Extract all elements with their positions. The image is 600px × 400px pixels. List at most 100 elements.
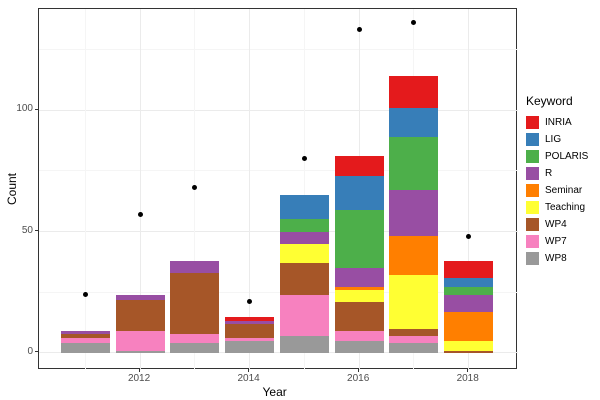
legend-row-r: R [526,165,588,182]
legend-label: WP8 [545,253,567,264]
legend-key-swatch [526,133,539,146]
bar-segment-wp7 [334,331,384,341]
legend-label: Seminar [545,185,583,196]
x-tick-mark [138,369,140,372]
legend-title: Keyword [526,94,573,108]
bar-segment-wp7 [170,333,220,344]
legend-label: Teaching [545,202,586,213]
bar-segment-wp4 [115,299,165,332]
legend-row-wp8: WP8 [526,250,588,267]
y-tick-mark [35,230,38,232]
legend-key-swatch [526,116,539,129]
data-point [466,233,472,239]
gridline-major-x [249,9,251,370]
data-point [247,299,253,305]
legend-row-lig: LIG [526,131,588,148]
x-tick-label: 2014 [237,373,260,384]
bar-segment-polaris [279,219,329,232]
legend-label: INRIA [545,117,572,128]
bar-segment-r [444,294,494,312]
bar-segment-wp8 [334,340,384,353]
x-tick-label: 2012 [127,373,151,384]
bar-segment-lig [444,277,494,288]
bar-segment-seminar [389,236,439,276]
bar-segment-lig [389,107,439,137]
bar-segment-r [225,321,275,324]
bar-segment-wp7 [279,294,329,336]
data-point [301,156,307,162]
data-point [356,27,362,33]
data-point [411,20,417,26]
legend-key-swatch [526,218,539,231]
y-tick-label: 50 [21,224,33,236]
bar-segment-wp4 [389,328,439,336]
legend-key-swatch [526,201,539,214]
legend-key-swatch [526,235,539,248]
bar-segment-wp8 [279,335,329,353]
x-tick-label: 2018 [456,373,479,384]
x-tick-mark [248,369,250,372]
legend-key-swatch [526,150,539,163]
bar-segment-lig [334,175,384,210]
legend-label: R [545,168,553,179]
y-axis-title: Count [5,172,20,205]
bar-segment-wp7 [115,331,165,351]
bar-segment-wp8 [225,340,275,353]
bar-segment-r [279,231,329,244]
x-axis-title: Year [262,385,287,399]
bar-segment-teaching [279,243,329,264]
bar-segment-seminar [334,287,384,290]
legend-label: LIG [545,134,562,145]
legend: Keyword INRIA LIG POLARIS R Seminar Teaching W… [526,94,588,267]
gridline-major-x [468,9,470,370]
plot-panel [38,8,518,370]
y-tick-label: 100 [16,103,33,115]
bar-segment-teaching [389,275,439,329]
x-tick-label: 2016 [347,373,370,384]
bar-segment-wp4 [334,301,384,332]
x-tick-mark [357,369,359,372]
legend-key-swatch [526,184,539,197]
bar-segment-wp8 [60,343,110,353]
gridline-minor-x [303,9,305,370]
bar-segment-polaris [389,136,439,191]
bar-segment-wp4 [170,272,220,334]
bar-segment-wp4 [60,333,110,339]
bar-segment-wp4 [444,350,494,353]
bar-segment-lig [279,195,329,220]
legend-row-polaris: POLARIS [526,148,588,165]
legend-row-wp7: WP7 [526,233,588,250]
legend-entries: INRIA LIG POLARIS R Seminar Teaching WP4 WP7 WP8 [526,114,588,267]
bar-segment-r [170,260,220,273]
legend-label: POLARIS [545,151,589,162]
bar-segment-r [334,267,384,288]
bar-segment-inria [444,260,494,278]
bar-segment-seminar [444,311,494,341]
bar-segment-wp7 [60,338,110,344]
legend-label: WP7 [545,236,567,247]
bar-segment-polaris [444,287,494,295]
bar-segment-wp8 [170,343,220,353]
gridline-minor-x [84,9,86,370]
gridline-major-x [139,9,141,370]
bar-segment-wp7 [389,335,439,344]
bar-segment-r [389,190,439,237]
bar-segment-r [60,331,110,334]
legend-row-inria: INRIA [526,114,588,131]
legend-row-teaching: Teaching [526,199,588,216]
gridline-major-y [39,109,518,111]
x-tick-mark [467,369,469,372]
bar-segment-teaching [444,340,494,351]
data-point [192,185,198,191]
bar-segment-inria [225,316,275,322]
legend-row-wp4: WP4 [526,216,588,233]
legend-key-swatch [526,167,539,180]
gridline-minor-y [39,48,518,50]
gridline-minor-y [39,170,518,172]
bar-segment-wp8 [389,343,439,353]
bar-segment-inria [334,156,384,176]
bar-segment-wp4 [279,263,329,295]
data-point [82,292,88,298]
bar-segment-r [115,294,165,300]
